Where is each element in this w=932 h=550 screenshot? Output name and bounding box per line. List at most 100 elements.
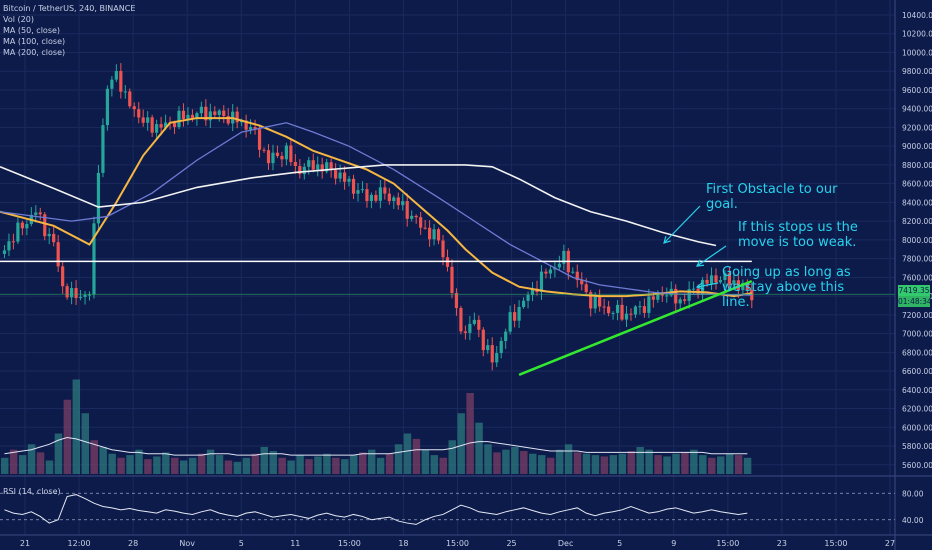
candle-body (360, 189, 365, 191)
candle-body (213, 111, 217, 115)
candle-body (105, 88, 109, 126)
volume-bar (367, 449, 376, 474)
volume-bar (529, 453, 537, 474)
candle-body (374, 194, 378, 201)
volume-bar (188, 457, 197, 474)
price-tick-label: 9000.00 (902, 142, 932, 151)
candle-body (275, 152, 280, 156)
candle-body (584, 284, 588, 293)
candle-body (683, 299, 687, 301)
candle-body (580, 280, 584, 285)
candle-body (387, 193, 391, 202)
candle-body (101, 125, 105, 173)
candle-body (38, 212, 42, 215)
candle-body (43, 214, 47, 237)
price-tick-label: 8200.00 (902, 217, 932, 226)
annotation-line: move is too weak. (738, 235, 857, 250)
volume-bar (72, 379, 81, 474)
annotation-line: If this stops us the (738, 220, 858, 235)
candle-body (392, 197, 396, 202)
candle-body (70, 288, 74, 298)
annotation-line: we stay above this (722, 280, 845, 295)
volume-bar (1, 457, 9, 474)
volume-bar (144, 459, 152, 474)
candle-body (602, 306, 606, 308)
candle-body (325, 162, 329, 172)
ma200-legend: MA (200, close) (3, 48, 66, 57)
candle-body (727, 273, 732, 285)
time-tick-label: 15:00 (446, 539, 469, 548)
candle-body (217, 110, 221, 115)
volume-bar (153, 456, 161, 474)
volume-bar (564, 444, 573, 474)
candle-body (651, 296, 655, 300)
candle-body (235, 111, 239, 123)
volume-bar (63, 399, 72, 474)
candle-body (92, 223, 96, 295)
volume-bar (645, 449, 653, 474)
candle-body (709, 275, 714, 284)
time-tick-label: 25 (506, 539, 516, 548)
volume-bar (412, 438, 421, 474)
candle-body (593, 296, 597, 309)
candle-body (257, 129, 262, 150)
time-tick-label: 15:00 (338, 539, 361, 548)
candle-body (190, 114, 195, 118)
volume-bar (475, 422, 483, 474)
candle-body (119, 71, 123, 92)
candle-body (526, 294, 530, 301)
volume-bar (251, 453, 260, 474)
candle-body (557, 263, 561, 268)
volume-bar (162, 452, 170, 474)
volume-bar (197, 453, 206, 474)
price-tick-label: 10400.00 (902, 11, 932, 20)
candle-body (741, 282, 745, 291)
candle-body (383, 187, 387, 194)
rsi-line (4, 494, 748, 525)
candle-body (208, 111, 212, 121)
vol-legend: Vol (20) (3, 15, 34, 24)
candle-body (16, 222, 20, 242)
ma50-legend: MA (50, close) (3, 26, 61, 35)
candle-body (110, 79, 114, 89)
volume-bar (18, 455, 27, 474)
volume-bar (708, 457, 716, 474)
candle-body (329, 162, 333, 171)
volume-bar (618, 453, 626, 474)
countdown-tag: 01:48:34 (898, 296, 932, 307)
price-tick-label: 7000.00 (902, 330, 932, 339)
candle-body (472, 319, 476, 324)
candle-body (222, 110, 226, 116)
volume-bar (573, 452, 582, 474)
volume-bar (9, 449, 18, 474)
candle-body (607, 306, 611, 314)
candle-body (307, 160, 311, 167)
candle-body (490, 345, 494, 363)
volume-bar (654, 455, 662, 474)
annotation-arrow (696, 245, 727, 267)
annotation-first-obstacle: First Obstacle to our goal. (706, 182, 837, 212)
candle-body (517, 307, 521, 321)
candle-body (150, 117, 154, 133)
volume-bar (260, 447, 268, 474)
volume-bar (99, 447, 107, 474)
candle-body (589, 292, 593, 309)
candle-body (378, 187, 382, 201)
price-tick-label: 5800.00 (902, 442, 932, 451)
volume-bar (538, 455, 546, 474)
price-tick-label: 8000.00 (902, 236, 932, 245)
rsi-level-label: 80.00 (902, 489, 924, 498)
volume-bar (546, 457, 555, 474)
candle-body (423, 227, 427, 229)
candle-body (620, 304, 624, 320)
price-tick-label: 9200.00 (902, 123, 932, 132)
candle-body (723, 273, 727, 281)
volume-bar (627, 451, 635, 474)
candle-body (513, 312, 517, 321)
candle-body (428, 227, 432, 240)
volume-bar (690, 449, 698, 474)
candle-body (25, 224, 29, 229)
price-tick-label: 9400.00 (902, 105, 932, 114)
